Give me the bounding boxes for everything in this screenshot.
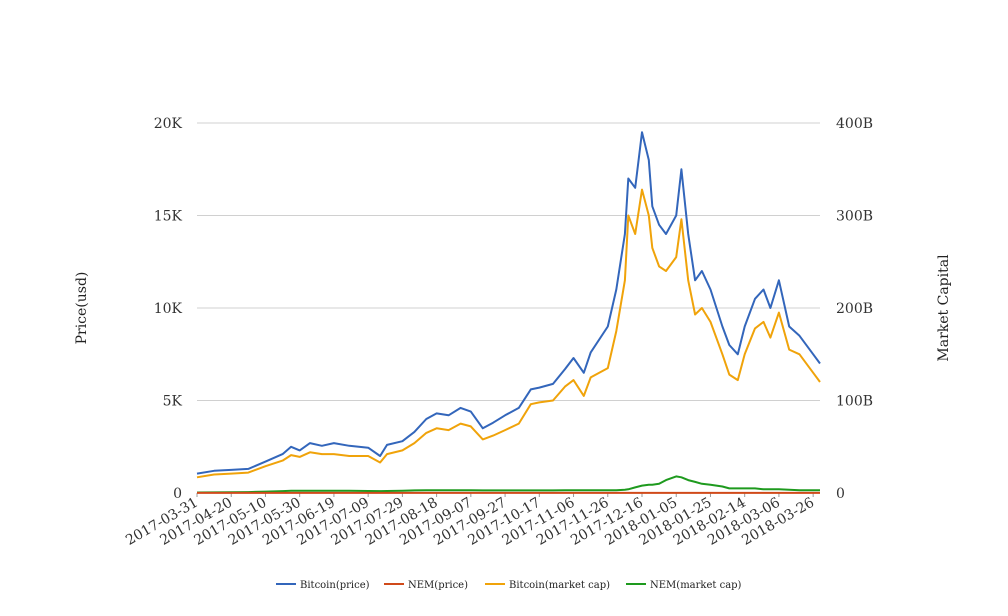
right-tick-label: 400B bbox=[836, 116, 873, 132]
right-axis-ticks: 0 100B 200B 300B 400B bbox=[836, 116, 873, 502]
legend-item: Bitcoin(price) bbox=[276, 580, 370, 591]
legend-label: NEM(market cap) bbox=[650, 580, 742, 591]
right-tick-label: 100B bbox=[836, 394, 873, 410]
legend-item: NEM(market cap) bbox=[626, 580, 742, 591]
right-tick-label: 300B bbox=[836, 209, 873, 225]
legend-item: NEM(price) bbox=[384, 580, 468, 591]
legend-item: Bitcoin(market cap) bbox=[485, 580, 610, 591]
legend-label: NEM(price) bbox=[408, 580, 468, 591]
left-tick-label: 20K bbox=[154, 116, 183, 132]
left-tick-label: 0 bbox=[173, 486, 182, 502]
bitcoin-price-line bbox=[196, 131, 821, 475]
left-axis-ticks: 0 5K 10K 15K 20K bbox=[154, 116, 183, 502]
left-tick-label: 15K bbox=[154, 209, 183, 225]
gridlines bbox=[197, 122, 820, 494]
x-axis-ticks: 2017-03-312017-04-202017-05-102017-05-30… bbox=[123, 493, 817, 549]
left-axis-title: Price(usd) bbox=[74, 272, 90, 345]
bitcoin-market-cap-line bbox=[196, 188, 821, 479]
right-tick-label: 200B bbox=[836, 301, 873, 317]
legend-label: Bitcoin(price) bbox=[300, 580, 370, 591]
series-lines bbox=[196, 131, 821, 494]
left-tick-label: 10K bbox=[154, 301, 183, 317]
left-tick-label: 5K bbox=[163, 394, 183, 410]
legend: Bitcoin(price) NEM(price) Bitcoin(market c… bbox=[276, 580, 742, 591]
legend-label: Bitcoin(market cap) bbox=[509, 580, 610, 591]
right-axis-title: Market Capital bbox=[936, 254, 952, 362]
nem-market-cap-line bbox=[196, 475, 820, 494]
right-tick-label: 0 bbox=[836, 486, 845, 502]
